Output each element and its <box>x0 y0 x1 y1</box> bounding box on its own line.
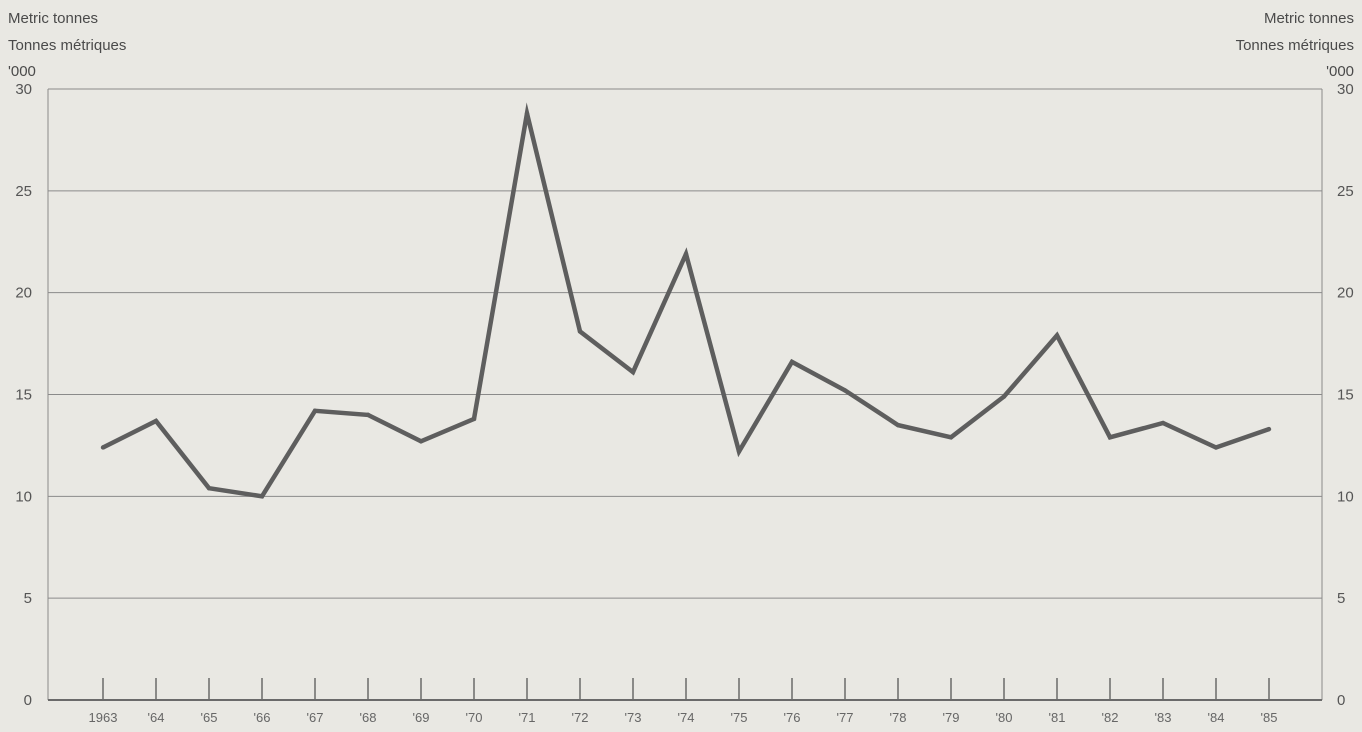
right-unit-line-2: Tonnes métriques <box>1236 37 1354 54</box>
right-axis-unit-label: Metric tonnes Tonnes métriques '000 <box>1236 10 1354 80</box>
series-line <box>101 102 1270 499</box>
y-tick-label-right: 25 <box>1337 183 1354 200</box>
data-point <box>259 494 265 499</box>
y-tick-label-right: 10 <box>1337 488 1354 505</box>
left-unit-line-3: '000 <box>8 63 36 80</box>
x-tick-label: '75 <box>731 710 748 725</box>
x-tick-label: '78 <box>890 710 907 725</box>
y-tick-label-right: 0 <box>1337 692 1345 709</box>
x-axis: 1963 '64 '65 '66 '67 '68 '69 '70 '71 '72 '73 '74 '75… <box>48 678 1322 725</box>
y-tick-label-left: 20 <box>15 285 32 302</box>
y-tick-label-right: 5 <box>1337 590 1345 607</box>
data-point <box>948 435 954 440</box>
data-point <box>1001 394 1007 399</box>
gridlines <box>47 88 1323 700</box>
data-point <box>471 416 477 422</box>
x-tick-label: '69 <box>413 710 430 725</box>
data-point <box>1160 420 1166 426</box>
x-tick-label: '73 <box>625 710 642 725</box>
y-tick-label-right: 20 <box>1337 285 1354 302</box>
right-unit-line-1: Metric tonnes <box>1264 10 1354 27</box>
y-tick-label-right: 15 <box>1337 387 1354 404</box>
x-tick-label: '81 <box>1049 710 1066 725</box>
data-point <box>630 369 636 375</box>
data-point <box>206 485 212 491</box>
left-unit-line-1: Metric tonnes <box>8 10 98 27</box>
x-tick-label: '74 <box>678 710 695 725</box>
y-tick-label-left: 25 <box>15 183 32 200</box>
right-unit-line-3: '000 <box>1326 63 1354 80</box>
x-tick-label: '68 <box>360 710 377 725</box>
y-tick-label-left: 10 <box>15 488 32 505</box>
x-tick-label: 1963 <box>89 710 118 725</box>
x-tick-label: '76 <box>784 710 801 725</box>
data-point <box>153 418 159 424</box>
data-point <box>577 329 583 334</box>
data-point <box>524 111 530 116</box>
y-tick-label-left: 0 <box>24 692 32 709</box>
data-point <box>842 388 848 393</box>
y-tick-label-left: 5 <box>24 590 32 607</box>
data-point <box>365 412 371 418</box>
x-tick-label: '67 <box>307 710 324 725</box>
data-point <box>1107 435 1113 440</box>
data-point <box>100 445 106 450</box>
data-point <box>1266 426 1272 432</box>
left-unit-line-2: Tonnes métriques <box>8 37 126 54</box>
x-tick-label: '79 <box>943 710 960 725</box>
y-tick-label-left: 15 <box>15 387 32 404</box>
x-tick-label: '72 <box>572 710 589 725</box>
right-y-axis: 0 5 10 15 20 25 30 <box>1337 81 1354 709</box>
data-point <box>1054 333 1060 338</box>
x-tick-label: '65 <box>201 710 218 725</box>
data-point <box>683 251 689 257</box>
data-point <box>1213 445 1219 450</box>
x-tick-label: '70 <box>466 710 483 725</box>
data-point <box>312 408 318 413</box>
x-tick-label: '77 <box>837 710 854 725</box>
x-tick-label: '64 <box>148 710 165 725</box>
x-tick-label: '71 <box>519 710 536 725</box>
x-tick-label: '85 <box>1261 710 1278 725</box>
x-tick-label: '80 <box>996 710 1013 725</box>
x-tick-label: '66 <box>254 710 271 725</box>
data-point <box>736 449 742 454</box>
y-tick-label-right: 30 <box>1337 81 1354 98</box>
x-tick-label: '83 <box>1155 710 1172 725</box>
data-point <box>789 359 795 365</box>
series <box>100 102 1272 499</box>
left-y-axis: 0 5 10 15 20 25 30 <box>15 81 32 709</box>
data-point <box>418 439 424 444</box>
left-axis-unit-label: Metric tonnes Tonnes métriques '000 <box>8 10 126 80</box>
y-tick-label-left: 30 <box>15 81 32 98</box>
x-tick-label: '84 <box>1208 710 1225 725</box>
x-tick-label: '82 <box>1102 710 1119 725</box>
data-point <box>895 422 901 428</box>
